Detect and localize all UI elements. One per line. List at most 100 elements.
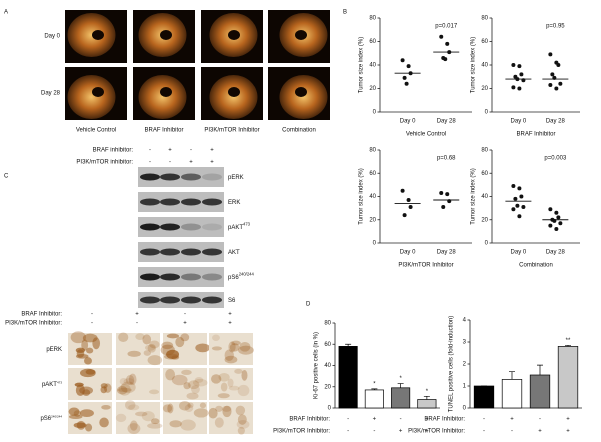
blot-band xyxy=(181,248,201,256)
sign: + xyxy=(425,417,429,423)
ihc-stain xyxy=(99,417,109,428)
y-tick-label: 0 xyxy=(485,241,489,247)
ihc-stain xyxy=(161,341,174,350)
point xyxy=(517,86,522,91)
ihc-stain xyxy=(236,420,250,429)
point xyxy=(441,204,446,209)
y-axis-label: Ki-67 positive cells (in %) xyxy=(314,332,320,399)
y-axis-label: Tumor size index (%) xyxy=(471,37,477,93)
ihc-stain xyxy=(70,331,87,344)
blot-band xyxy=(202,198,222,206)
ihc-stain xyxy=(147,422,163,429)
annotation: p=0.95 xyxy=(546,24,565,30)
sign: + xyxy=(399,429,403,435)
ihc-stain xyxy=(237,414,247,425)
ihc-image xyxy=(163,368,207,400)
x-tick-label: Day 0 xyxy=(511,119,527,125)
ihc-stain xyxy=(237,384,250,397)
x-axis-label: PI3K/mTOR Inhibitor xyxy=(398,263,453,269)
point xyxy=(511,207,516,212)
treatment-label: BRAF Inhibitor: xyxy=(21,312,62,318)
annotation: ** xyxy=(566,338,571,344)
x-tick-label: Day 0 xyxy=(400,119,416,125)
sign: + xyxy=(189,160,193,166)
y-tick-label: 80 xyxy=(369,148,376,154)
y-tick-label: 20 xyxy=(481,86,488,92)
label-name: pS6 xyxy=(228,275,239,281)
sign: + xyxy=(228,312,232,318)
point xyxy=(554,86,559,91)
annotation: p=0.003 xyxy=(544,156,567,162)
ihc-stain xyxy=(124,400,136,410)
sign: + xyxy=(510,417,514,423)
point xyxy=(402,75,407,80)
panel-label: B xyxy=(343,10,347,16)
blot-band xyxy=(181,296,201,304)
ihc-stain xyxy=(128,373,137,386)
point xyxy=(511,63,516,67)
blot-band xyxy=(202,223,222,231)
ihc-stain xyxy=(211,374,222,384)
y-tick-label: 40 xyxy=(481,63,488,69)
sign: - xyxy=(483,429,485,435)
ihc-stain xyxy=(224,349,234,361)
ihc-stain xyxy=(118,332,129,342)
ihc-stain xyxy=(120,381,136,394)
endoscopy-hole xyxy=(295,87,307,97)
ihc-stain xyxy=(171,374,188,386)
blot-band xyxy=(140,273,160,281)
error-bar xyxy=(371,388,378,390)
caption: Combination xyxy=(282,128,316,134)
ihc-stain xyxy=(135,333,145,341)
ihc-stain xyxy=(192,378,208,387)
bar xyxy=(338,346,358,409)
blot-band xyxy=(181,223,201,231)
endoscopy-hole xyxy=(160,30,172,40)
point xyxy=(521,204,526,209)
ihc-image xyxy=(209,333,253,365)
sign: + xyxy=(425,429,429,435)
ihc-stain xyxy=(68,414,83,420)
blot-band xyxy=(160,173,180,181)
y-tick-label: 0 xyxy=(463,406,467,412)
blot-band xyxy=(202,173,222,181)
y-tick-label: 1 xyxy=(463,384,467,390)
sign: + xyxy=(538,429,542,435)
ihc-stain xyxy=(92,337,101,350)
ihc-stain xyxy=(180,419,196,431)
label: S6 xyxy=(228,298,236,304)
ihc-stain xyxy=(128,404,140,411)
ihc-stain xyxy=(178,400,191,411)
ihc-stain xyxy=(214,417,224,428)
ihc-stain xyxy=(85,423,93,432)
ihc-stain xyxy=(239,341,251,352)
sign: + xyxy=(135,312,139,318)
endoscopy-lumen xyxy=(279,75,328,119)
point xyxy=(548,52,553,57)
ihc-stain xyxy=(187,402,194,408)
ihc-stain xyxy=(119,377,128,386)
ihc-stain xyxy=(234,368,243,374)
ihc-stain xyxy=(100,383,108,389)
label: AKT xyxy=(228,250,240,256)
ihc-stain xyxy=(237,345,254,355)
blot-band xyxy=(160,296,180,304)
ihc-stain xyxy=(79,409,94,417)
panel-label: D xyxy=(306,302,311,308)
y-tick-label: 20 xyxy=(369,217,376,223)
y-tick-label: 80 xyxy=(481,148,488,154)
ihc-stain xyxy=(169,420,182,428)
endoscopy-lumen xyxy=(67,13,116,57)
y-axis-label: Tumor size index (%) xyxy=(359,37,365,93)
ihc-image xyxy=(116,402,160,434)
point xyxy=(517,186,522,191)
label: pS6240/244 xyxy=(40,414,62,422)
blot-band xyxy=(202,248,222,256)
y-tick-label: 4 xyxy=(463,318,467,324)
y-tick-label: 60 xyxy=(369,39,376,45)
error-bar xyxy=(397,383,404,388)
ihc-stain xyxy=(191,385,200,394)
point xyxy=(548,207,553,212)
point xyxy=(439,34,444,39)
ihc-stain xyxy=(194,376,204,383)
